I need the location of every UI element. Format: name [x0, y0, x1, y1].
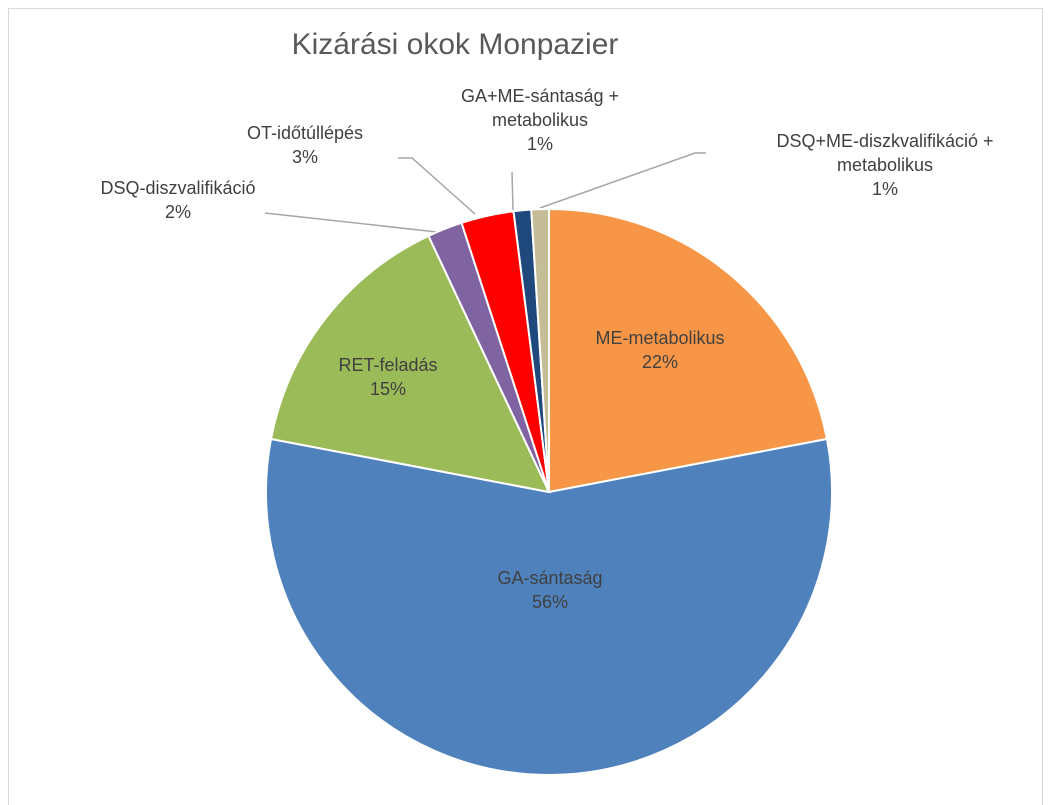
leader-line	[398, 157, 476, 215]
leader-line	[539, 152, 706, 209]
leader-line	[511, 171, 514, 211]
category-label: DSQ+ME-diszkvalifikáció + metabolikus	[776, 131, 994, 175]
value-label: 2%	[164, 202, 191, 222]
slice-label: RET-feladás 15%	[288, 353, 488, 401]
pie-slice	[530, 207, 550, 493]
slice-label: DSQ-diszvalifikáció 2%	[58, 176, 298, 224]
pie-slice	[269, 234, 551, 494]
value-label: 3%	[291, 147, 318, 167]
value-label: 56%	[531, 592, 569, 612]
value-label: 15%	[369, 379, 407, 399]
category-label: GA-sántaság	[497, 568, 603, 588]
value-label: 1%	[871, 179, 898, 199]
slice-label: OT-időtúllépés 3%	[205, 121, 405, 169]
category-label: DSQ-diszvalifikáció	[100, 178, 256, 198]
chart-title: Kizárási okok Monpazier	[291, 28, 619, 61]
category-label: ME-metabolikus	[595, 328, 725, 348]
pie-slice	[548, 207, 829, 494]
slice-label: DSQ+ME-diszkvalifikáció + metabolikus 1%	[740, 129, 1030, 201]
value-label: 22%	[641, 352, 679, 372]
slice-label: GA-sántaság 56%	[450, 566, 650, 614]
leader-line	[264, 212, 438, 233]
chart-border	[8, 8, 1043, 805]
slice-label: ME-metabolikus 22%	[560, 326, 760, 374]
category-label: OT-időtúllépés	[246, 123, 364, 143]
pie-slice	[265, 437, 833, 777]
category-label: RET-feladás	[338, 355, 438, 375]
slice-label: GA+ME-sántaság + metabolikus 1%	[425, 84, 655, 156]
category-label: GA+ME-sántaság + metabolikus	[460, 86, 620, 130]
value-label: 1%	[526, 134, 553, 154]
